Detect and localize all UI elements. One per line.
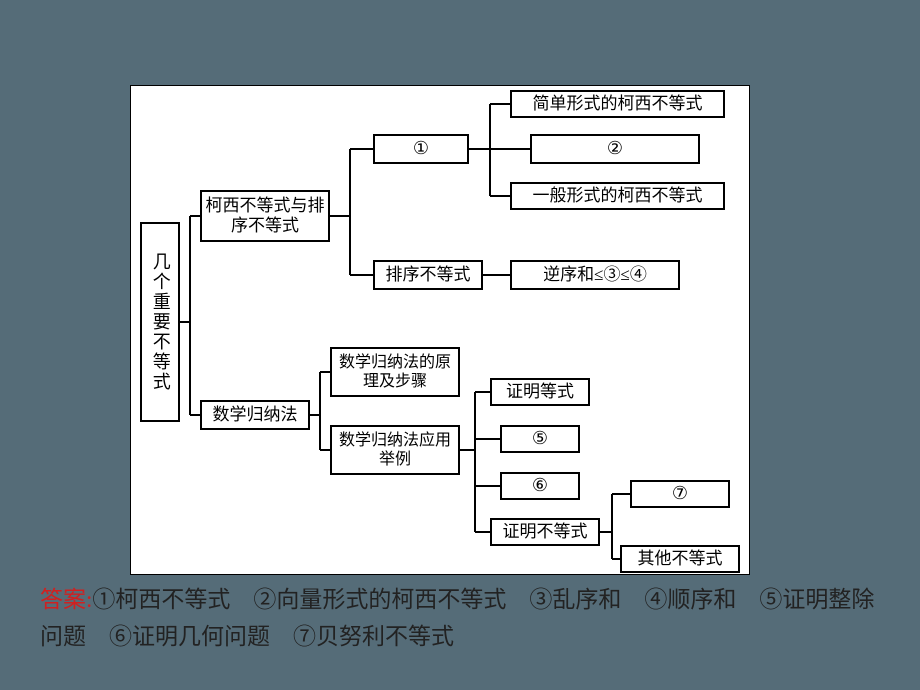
node-e1: ⑦ [630, 480, 730, 508]
node-e2: 其他不等式 [620, 545, 740, 573]
node-d4-label: 证明不等式 [503, 522, 588, 542]
node-d3: ⑥ [500, 472, 580, 500]
node-a2-label: 数学归纳法 [213, 405, 298, 425]
node-a1: 柯西不等式与排序不等式 [200, 190, 330, 242]
node-c2-label: ② [607, 138, 623, 160]
node-c2: ② [530, 134, 700, 164]
node-c1-label: 简单形式的柯西不等式 [533, 94, 703, 114]
node-b4-label: 数学归纳法应用举例 [332, 431, 458, 469]
node-d2-label: ⑤ [532, 428, 548, 450]
answer-label: 答案: [40, 587, 92, 612]
node-c4-label: 逆序和≤③≤④ [543, 265, 647, 285]
node-root-label: 几个重要不等式 [149, 252, 171, 392]
node-c4: 逆序和≤③≤④ [510, 260, 680, 290]
node-c3: 一般形式的柯西不等式 [510, 182, 725, 210]
answer-block: 答案:①柯西不等式 ②向量形式的柯西不等式 ③乱序和 ④顺序和 ⑤证明整除问题 … [40, 582, 880, 656]
node-a1-label: 柯西不等式与排序不等式 [202, 196, 328, 237]
node-c1: 简单形式的柯西不等式 [510, 90, 725, 118]
node-d1-label: 证明等式 [506, 382, 574, 402]
node-c3-label: 一般形式的柯西不等式 [533, 186, 703, 206]
node-b4: 数学归纳法应用举例 [330, 425, 460, 475]
node-b2-label: 排序不等式 [386, 265, 471, 285]
node-b3: 数学归纳法的原理及步骤 [330, 347, 460, 397]
node-d3-label: ⑥ [532, 475, 548, 497]
node-b1-label: ① [413, 138, 429, 160]
node-b1: ① [373, 134, 469, 164]
node-b3-label: 数学归纳法的原理及步骤 [332, 353, 458, 391]
node-e2-label: 其他不等式 [638, 549, 723, 569]
node-d2: ⑤ [500, 425, 580, 453]
node-e1-label: ⑦ [672, 483, 688, 505]
node-root: 几个重要不等式 [140, 222, 180, 422]
answer-text: ①柯西不等式 ②向量形式的柯西不等式 ③乱序和 ④顺序和 ⑤证明整除问题 ⑥证明… [40, 587, 874, 649]
node-d4: 证明不等式 [490, 518, 600, 546]
node-a2: 数学归纳法 [200, 400, 310, 430]
node-d1: 证明等式 [490, 378, 590, 406]
node-b2: 排序不等式 [373, 260, 483, 290]
